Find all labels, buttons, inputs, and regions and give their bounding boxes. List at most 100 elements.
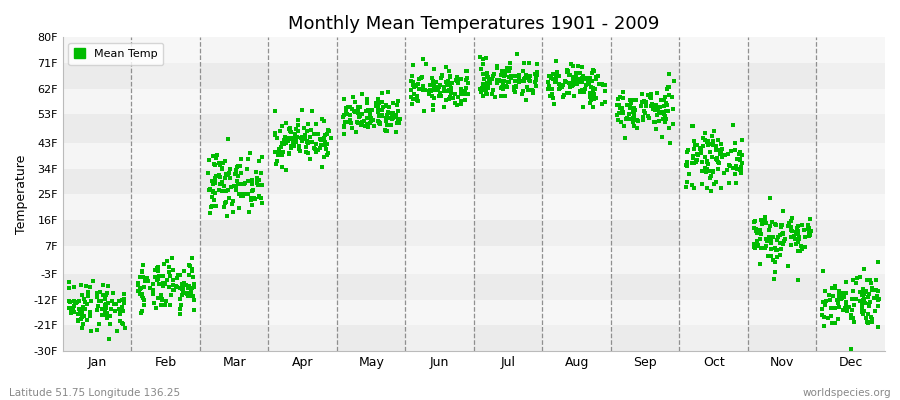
Point (682, 171, 697, 178)
Point (173, 306, 187, 312)
Point (626, 112, 641, 118)
Point (786, 228, 800, 234)
Point (527, 79, 542, 85)
Point (871, 296, 886, 303)
Point (98, 302, 112, 309)
Point (865, 286, 879, 293)
Point (825, 304, 840, 311)
Point (750, 238, 764, 245)
Point (698, 166, 712, 172)
Point (754, 221, 769, 227)
Point (221, 172, 236, 179)
Point (859, 289, 873, 295)
Point (173, 311, 187, 317)
Point (761, 234, 776, 240)
Point (162, 269, 176, 275)
Point (150, 265, 165, 272)
Point (859, 288, 873, 294)
Point (526, 89, 540, 96)
Point (721, 151, 735, 157)
Point (182, 285, 196, 291)
Point (70, 310, 85, 317)
Point (564, 83, 579, 89)
Point (734, 167, 748, 173)
Point (860, 311, 875, 318)
Point (709, 157, 724, 164)
Point (498, 67, 512, 74)
Point (748, 218, 762, 224)
Point (698, 165, 712, 171)
Point (268, 160, 283, 167)
Point (443, 94, 457, 100)
Point (476, 60, 491, 67)
Point (75, 310, 89, 316)
Point (440, 88, 454, 94)
Point (727, 147, 742, 153)
Point (158, 302, 173, 308)
Point (84, 298, 98, 304)
Point (689, 150, 704, 157)
Point (790, 222, 805, 229)
Point (347, 98, 362, 105)
Point (268, 108, 283, 114)
Point (295, 138, 310, 144)
Point (728, 165, 742, 172)
Point (635, 114, 650, 121)
Point (70, 316, 85, 323)
Point (231, 163, 246, 169)
Point (553, 85, 567, 92)
Point (373, 120, 387, 126)
Point (517, 78, 531, 84)
Point (777, 208, 791, 214)
Point (207, 160, 221, 167)
Point (106, 290, 121, 296)
Point (481, 84, 495, 90)
Point (518, 60, 532, 66)
Point (283, 134, 297, 141)
Point (294, 135, 309, 142)
Point (725, 122, 740, 128)
Point (345, 125, 359, 131)
Point (719, 166, 733, 173)
Point (475, 81, 490, 87)
Point (622, 104, 636, 111)
Point (512, 74, 526, 81)
Point (297, 136, 311, 142)
Point (430, 86, 445, 92)
Point (378, 127, 392, 133)
Point (734, 166, 749, 173)
Point (179, 282, 194, 289)
Point (828, 320, 842, 326)
Point (269, 158, 284, 164)
Point (645, 101, 660, 107)
Point (343, 112, 357, 118)
Point (476, 92, 491, 99)
Point (587, 93, 601, 100)
Point (869, 293, 884, 300)
Point (639, 103, 653, 110)
Point (855, 289, 869, 295)
Point (477, 87, 491, 93)
Point (154, 302, 168, 309)
Point (182, 272, 196, 278)
Point (772, 239, 787, 246)
Point (646, 106, 661, 112)
Point (526, 90, 540, 97)
Point (232, 181, 247, 187)
Bar (63, 326, 885, 351)
Point (80, 301, 94, 308)
Point (356, 91, 370, 98)
Point (202, 187, 216, 194)
Point (360, 96, 374, 102)
Point (252, 158, 266, 164)
Point (404, 86, 419, 93)
Point (492, 76, 507, 83)
Point (541, 86, 555, 92)
Point (252, 177, 266, 183)
Point (146, 287, 160, 293)
Point (563, 84, 578, 90)
Point (338, 112, 352, 118)
Point (662, 92, 676, 98)
Point (758, 214, 772, 220)
Point (555, 84, 570, 91)
